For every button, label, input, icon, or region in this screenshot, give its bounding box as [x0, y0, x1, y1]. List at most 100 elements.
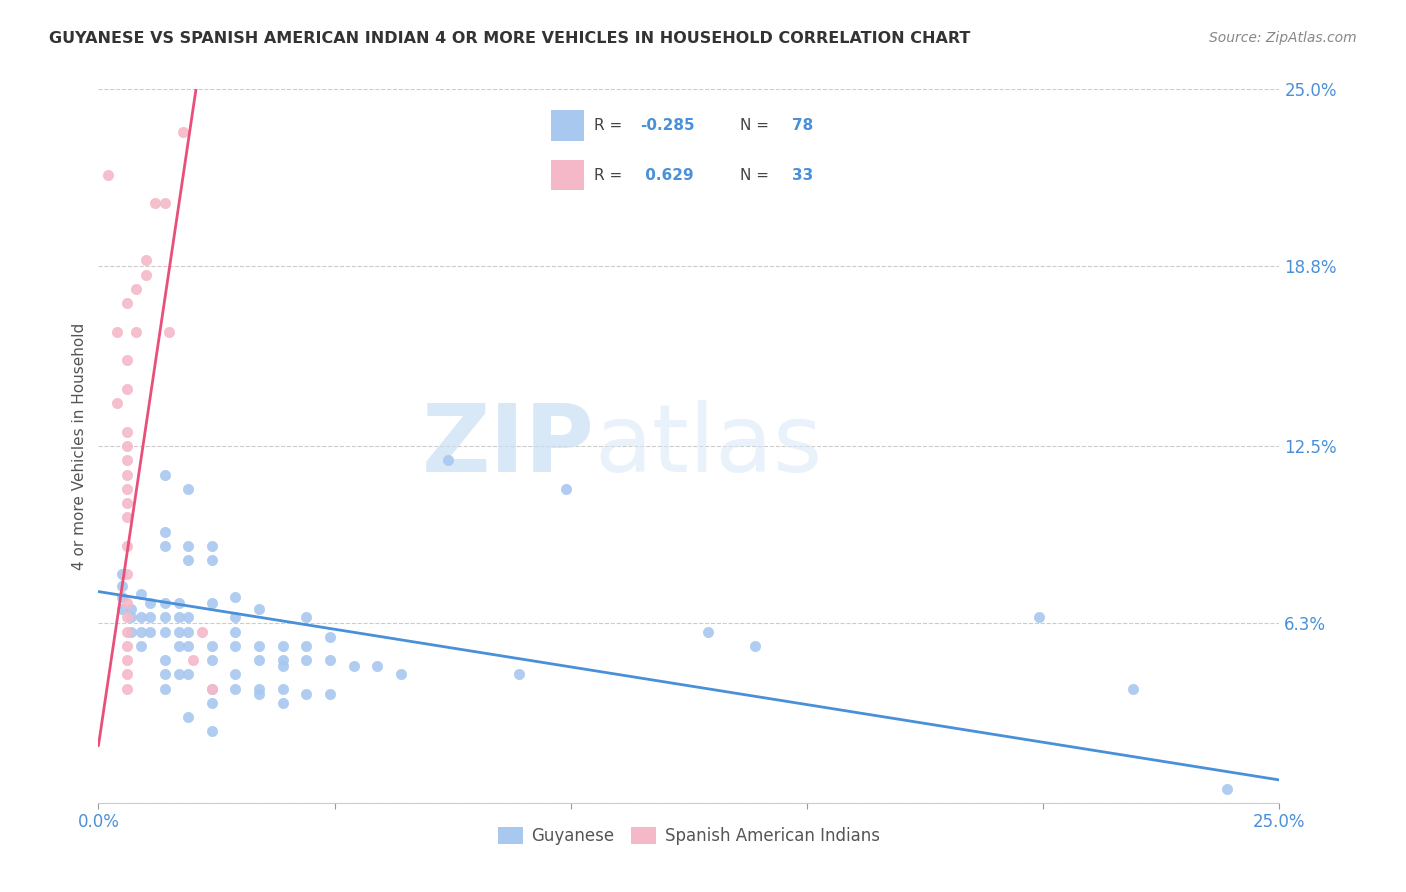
Point: [115, 596, 138, 610]
Point: [177, 639, 200, 653]
Point: [201, 553, 224, 567]
Point: [295, 610, 318, 624]
Point: [115, 382, 138, 396]
Point: [121, 601, 143, 615]
Point: [696, 624, 718, 639]
Point: [201, 681, 224, 696]
Point: [271, 639, 294, 653]
Point: [115, 681, 138, 696]
Point: [177, 610, 200, 624]
Text: atlas: atlas: [595, 400, 823, 492]
Text: ZIP: ZIP: [422, 400, 595, 492]
Point: [1122, 681, 1144, 696]
Point: [153, 653, 176, 667]
Point: [115, 425, 138, 439]
Point: [129, 587, 152, 601]
Point: [177, 539, 200, 553]
Text: R =: R =: [595, 168, 627, 183]
Point: [508, 667, 530, 681]
Point: [139, 624, 162, 639]
Point: [224, 639, 246, 653]
Point: [177, 482, 200, 496]
Point: [153, 539, 176, 553]
Point: [167, 624, 190, 639]
Point: [201, 596, 224, 610]
Text: GUYANESE VS SPANISH AMERICAN INDIAN 4 OR MORE VEHICLES IN HOUSEHOLD CORRELATION : GUYANESE VS SPANISH AMERICAN INDIAN 4 OR…: [49, 31, 970, 46]
Point: [201, 681, 224, 696]
Point: [201, 724, 224, 739]
Text: 0.629: 0.629: [641, 168, 695, 183]
Point: [129, 610, 152, 624]
Point: [115, 653, 138, 667]
Point: [115, 482, 138, 496]
Legend: Guyanese, Spanish American Indians: Guyanese, Spanish American Indians: [492, 820, 886, 852]
Point: [115, 639, 138, 653]
Point: [271, 696, 294, 710]
Point: [153, 524, 176, 539]
Point: [167, 610, 190, 624]
Point: [191, 624, 214, 639]
Point: [153, 610, 176, 624]
Point: [247, 687, 270, 701]
Point: [224, 624, 246, 639]
Point: [1216, 781, 1239, 796]
Point: [224, 591, 246, 605]
Point: [247, 601, 270, 615]
Point: [1028, 610, 1050, 624]
Point: [201, 653, 224, 667]
Point: [115, 453, 138, 467]
Point: [115, 510, 138, 524]
Point: [201, 539, 224, 553]
Point: [129, 624, 152, 639]
Point: [115, 667, 138, 681]
Point: [201, 696, 224, 710]
Point: [224, 667, 246, 681]
Point: [295, 639, 318, 653]
Text: N =: N =: [740, 168, 773, 183]
Point: [366, 658, 388, 673]
Text: -0.285: -0.285: [641, 119, 695, 133]
Point: [115, 624, 138, 639]
Point: [555, 482, 578, 496]
Point: [135, 268, 157, 282]
Point: [177, 624, 200, 639]
Text: 78: 78: [793, 119, 814, 133]
Point: [153, 667, 176, 681]
Point: [271, 653, 294, 667]
FancyBboxPatch shape: [551, 160, 585, 190]
Point: [295, 687, 318, 701]
Point: [135, 253, 157, 268]
Point: [105, 396, 128, 410]
Point: [167, 639, 190, 653]
Point: [115, 539, 138, 553]
Point: [342, 658, 364, 673]
Point: [224, 610, 246, 624]
Point: [319, 687, 342, 701]
Point: [167, 596, 190, 610]
Point: [157, 325, 180, 339]
Point: [181, 653, 204, 667]
Point: [295, 653, 318, 667]
Point: [172, 125, 194, 139]
Point: [125, 282, 148, 296]
Point: [115, 296, 138, 310]
Point: [153, 467, 176, 482]
Point: [224, 681, 246, 696]
Point: [115, 439, 138, 453]
Y-axis label: 4 or more Vehicles in Household: 4 or more Vehicles in Household: [72, 322, 87, 570]
Point: [177, 553, 200, 567]
Point: [201, 639, 224, 653]
Point: [143, 196, 166, 211]
Point: [115, 467, 138, 482]
Point: [115, 353, 138, 368]
Point: [389, 667, 412, 681]
Point: [744, 639, 766, 653]
Point: [177, 710, 200, 724]
Point: [319, 630, 342, 644]
Point: [153, 624, 176, 639]
Point: [121, 624, 143, 639]
Point: [167, 667, 190, 681]
Point: [271, 658, 294, 673]
Point: [153, 681, 176, 696]
Point: [105, 325, 128, 339]
